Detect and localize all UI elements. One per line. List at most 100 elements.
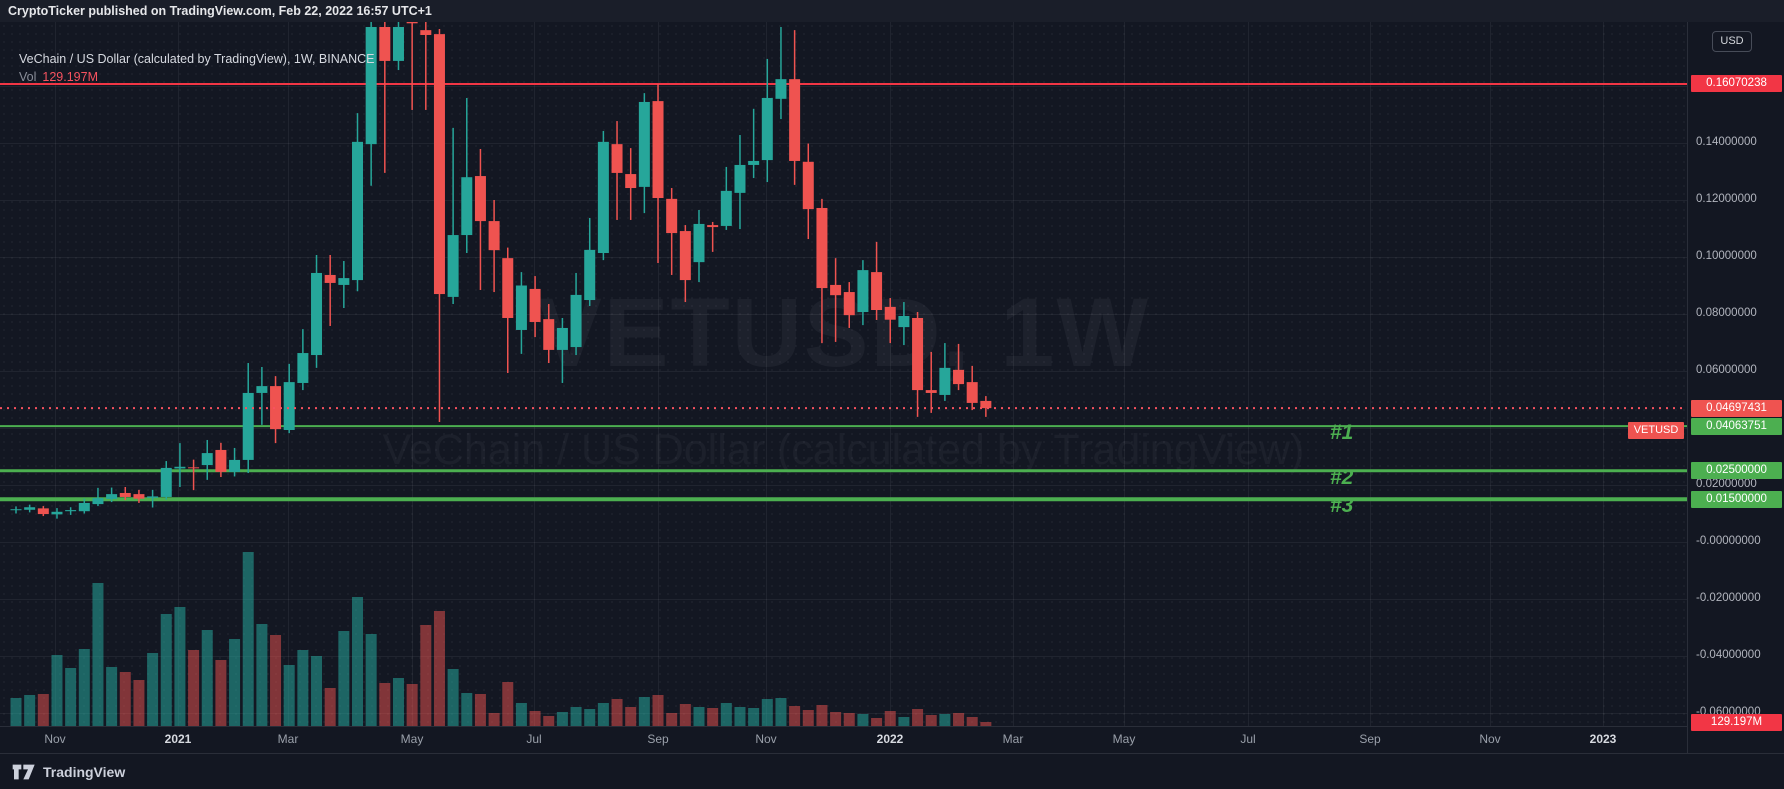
candle-up bbox=[515, 285, 527, 330]
volume-bar-down bbox=[802, 710, 814, 726]
volume-legend: Vol 129.197M bbox=[19, 69, 374, 86]
time-tick-year: 2022 bbox=[876, 732, 904, 746]
tradingview-brand-text: TradingView bbox=[43, 764, 126, 780]
time-tick-month: Sep bbox=[1359, 732, 1381, 746]
time-tick-month: Jul bbox=[526, 732, 542, 746]
candle-down bbox=[502, 258, 514, 318]
candle-up bbox=[775, 79, 787, 99]
volume-label: Vol bbox=[19, 70, 37, 84]
candle-down bbox=[789, 79, 801, 161]
candle-up bbox=[106, 494, 118, 499]
candle-down bbox=[679, 231, 691, 281]
volume-bar-down bbox=[789, 706, 801, 726]
candle-down bbox=[843, 292, 855, 316]
support-annotation-1: #1 bbox=[1330, 421, 1354, 445]
candle-down bbox=[420, 30, 432, 35]
candle-up bbox=[693, 223, 705, 263]
resistance-price-label: 0.16070238 bbox=[1691, 75, 1782, 93]
candle-up bbox=[392, 27, 404, 61]
price-tick-label: 0.02000000 bbox=[1696, 478, 1757, 490]
volume-bar-up bbox=[584, 709, 596, 726]
chart-legend[interactable]: VeChain / US Dollar (calculated by Tradi… bbox=[19, 51, 374, 86]
price-axis[interactable]: USD 0.14000000 0.12000000 0.10000000 0.0800… bbox=[1687, 22, 1784, 753]
candle-up bbox=[365, 27, 377, 145]
candle-down bbox=[802, 161, 814, 210]
volume-bar-down bbox=[966, 717, 978, 726]
candle-up bbox=[748, 160, 760, 165]
volume-bar-up bbox=[283, 665, 295, 726]
volume-bar-up bbox=[597, 703, 609, 726]
volume-bar-up bbox=[106, 667, 118, 726]
volume-bar-down bbox=[270, 635, 282, 726]
volume-bar-down bbox=[406, 684, 418, 726]
volume-bar-up bbox=[338, 631, 350, 726]
volume-bar-down bbox=[379, 683, 391, 726]
volume-bar-down bbox=[474, 694, 486, 726]
tradingview-brand[interactable]: TradingView bbox=[12, 762, 125, 782]
volume-bar-up bbox=[939, 714, 951, 726]
candle-up bbox=[174, 466, 186, 469]
volume-bar-up bbox=[392, 678, 404, 726]
volume-bar-up bbox=[556, 712, 568, 726]
volume-bar-down bbox=[816, 705, 828, 726]
candle-down bbox=[625, 174, 637, 189]
price-tick-label: -0.00000000 bbox=[1696, 535, 1761, 547]
candle-up bbox=[160, 467, 172, 497]
volume-bar-down bbox=[953, 713, 965, 726]
candle-down bbox=[119, 492, 131, 497]
currency-toggle-button[interactable]: USD bbox=[1712, 31, 1752, 52]
footer-bar: TradingView bbox=[0, 754, 1784, 789]
volume-bar-down bbox=[652, 695, 664, 726]
volume-bar-down bbox=[488, 713, 500, 726]
candle-up bbox=[24, 507, 36, 510]
volume-bar-up bbox=[775, 698, 787, 726]
volume-bar-down bbox=[843, 713, 855, 726]
candle-down bbox=[925, 390, 937, 393]
symbol-price-tag: VETUSD bbox=[1628, 421, 1684, 439]
volume-bar-up bbox=[638, 697, 650, 726]
price-tick-label: -0.02000000 bbox=[1696, 592, 1761, 604]
candle-down bbox=[474, 176, 486, 222]
volume-bar-up bbox=[201, 630, 213, 726]
support-annotation-2: #2 bbox=[1330, 465, 1354, 489]
volume-bar-down bbox=[133, 680, 145, 726]
time-axis[interactable]: Nov 2021 Mar May Jul Sep Nov 2022 Mar May Jul Sep No… bbox=[0, 726, 1687, 754]
volume-bar-down bbox=[188, 650, 200, 726]
time-tick-month: Nov bbox=[1479, 732, 1501, 746]
volume-bar-up bbox=[693, 707, 705, 726]
volume-value-label: 129.197M bbox=[1691, 713, 1782, 731]
volume-bar-down bbox=[679, 704, 691, 726]
time-tick-month: Jul bbox=[1240, 732, 1256, 746]
candle-down bbox=[652, 101, 664, 199]
volume-bar-down bbox=[884, 711, 896, 726]
volume-bar-down bbox=[420, 625, 432, 726]
price-tick-label: 0.14000000 bbox=[1696, 136, 1757, 148]
time-tick-month: Nov bbox=[755, 732, 777, 746]
volume-value: 129.197M bbox=[42, 70, 98, 84]
volume-bar-up bbox=[160, 614, 172, 726]
support1-price-label: 0.04063751 bbox=[1691, 417, 1782, 435]
volume-bar-up bbox=[365, 634, 377, 726]
volume-bar-up bbox=[65, 668, 77, 726]
candle-up bbox=[147, 496, 159, 498]
candle-down bbox=[953, 369, 965, 385]
candle-down bbox=[707, 225, 719, 228]
price-tick-label: 0.08000000 bbox=[1696, 307, 1757, 319]
volume-bar-up bbox=[734, 707, 746, 726]
candle-up bbox=[338, 278, 350, 285]
candle-up bbox=[461, 177, 473, 236]
chart-pane[interactable]: VETUSD, 1W VeChain / US Dollar (calculat… bbox=[0, 22, 1687, 726]
volume-bar-down bbox=[611, 699, 623, 726]
volume-bar-up bbox=[24, 695, 36, 726]
candle-down bbox=[215, 449, 227, 472]
volume-bar-down bbox=[543, 716, 555, 726]
time-tick-year: 2023 bbox=[1589, 732, 1617, 746]
candle-up bbox=[297, 353, 309, 383]
candle-down bbox=[488, 221, 500, 251]
time-tick-month: Mar bbox=[1002, 732, 1024, 746]
candle-down bbox=[830, 284, 842, 296]
price-tick-label: 0.10000000 bbox=[1696, 250, 1757, 262]
candle-up bbox=[597, 141, 609, 254]
volume-bar-down bbox=[925, 715, 937, 726]
candle-down bbox=[884, 306, 896, 320]
